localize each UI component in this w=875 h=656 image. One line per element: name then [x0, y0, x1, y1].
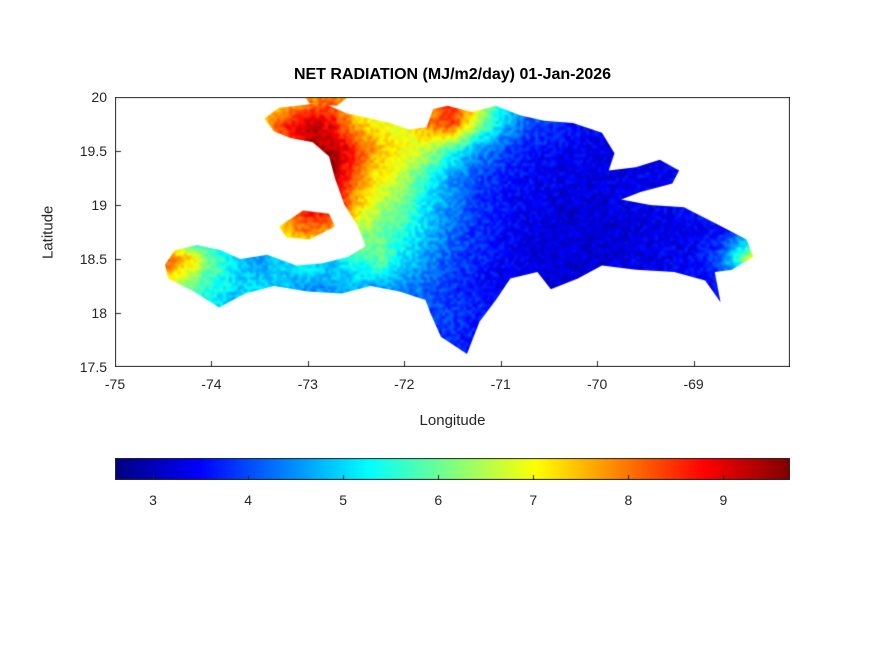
y-axis-label: Latitude [39, 205, 57, 259]
colorbar-tick-label: 4 [244, 492, 252, 508]
colorbar-tick-label: 6 [434, 492, 443, 508]
plot-title: NET RADIATION (MJ/m2/day) 01-Jan-2026 [293, 66, 612, 83]
x-tick-label: -72 [394, 376, 415, 392]
colorbar-tick-label: 5 [339, 492, 348, 508]
colorbar-tick-label: 7 [529, 492, 538, 508]
x-tick-label: -69 [683, 376, 704, 392]
x-tick-label: -75 [104, 376, 126, 392]
y-tick-label: 18 [91, 305, 107, 321]
x-axis-label: Longitude [419, 412, 486, 429]
colorbar [115, 458, 790, 480]
colorbar-tick-label: 9 [719, 492, 728, 508]
y-tick-label: 17.5 [79, 359, 107, 375]
y-tick-label: 19 [91, 197, 107, 213]
colorbar-tick-label: 3 [149, 492, 157, 508]
y-tick-label: 19.5 [79, 143, 107, 159]
radiation-heatmap-canvas [115, 97, 790, 367]
x-tick-label: -70 [587, 376, 608, 392]
y-tick-label: 18.5 [79, 251, 107, 267]
x-tick-label: -74 [201, 376, 222, 392]
colorbar-tick-label: 8 [624, 492, 633, 508]
x-tick-label: -73 [297, 376, 318, 392]
x-tick-label: -71 [490, 376, 511, 392]
y-tick-label: 20 [91, 89, 107, 105]
